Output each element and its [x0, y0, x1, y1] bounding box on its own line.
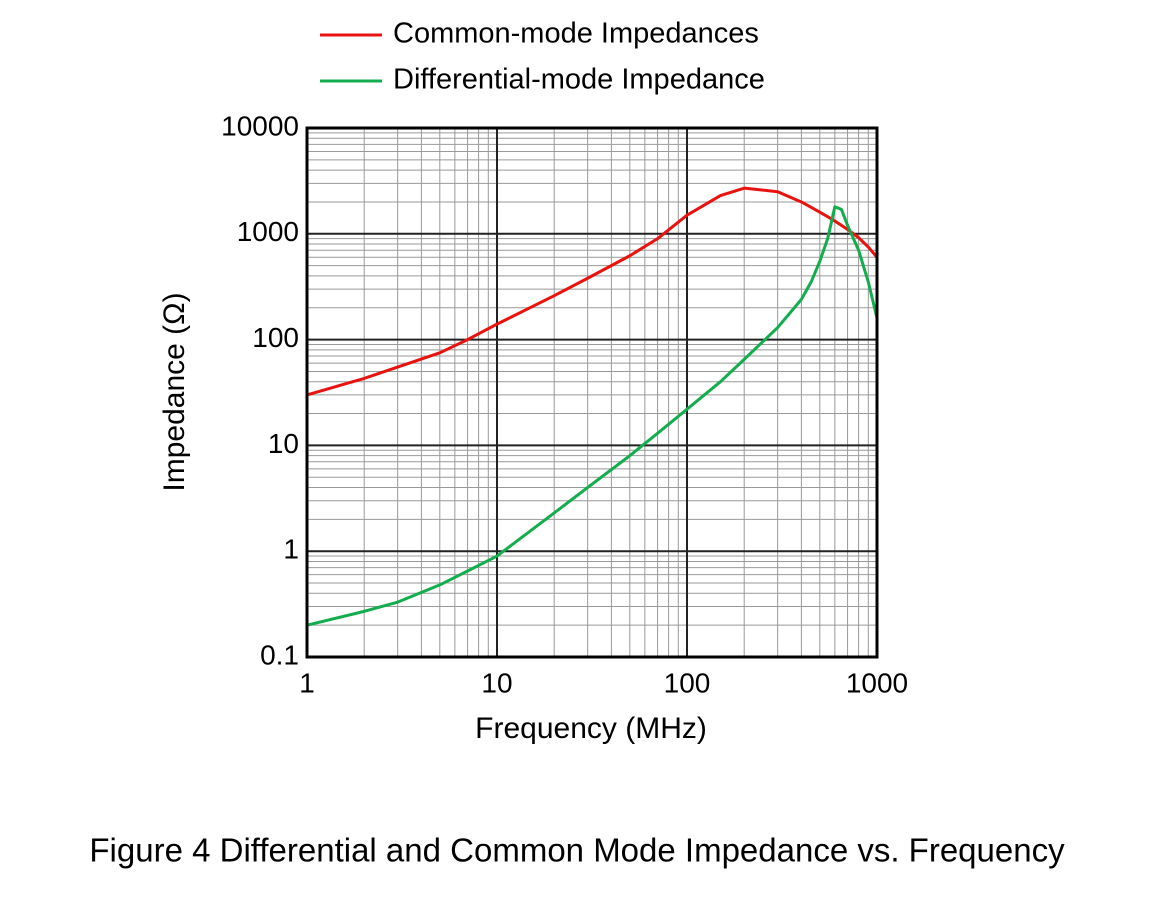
x-tick-label: 10	[481, 667, 512, 698]
data-line	[306, 186, 879, 397]
y-tick-label: 1	[283, 534, 299, 565]
y-tick-label: 10	[268, 428, 299, 459]
y-tick-label: 100	[252, 322, 299, 353]
y-tick-label: 10000	[221, 110, 299, 141]
legend-label: Differential-mode Impedance	[393, 64, 765, 96]
plot-frame	[305, 126, 879, 659]
caption: Figure 4 Differential and Common Mode Im…	[89, 832, 1065, 869]
grid	[306, 127, 878, 658]
y-tick-label: 1000	[237, 216, 299, 247]
y-axis-label: Impedance (Ω)	[158, 292, 191, 491]
x-axis-label: Frequency (MHz)	[475, 712, 707, 745]
x-tick-label: 100	[664, 667, 711, 698]
lines	[306, 186, 879, 627]
data-line	[306, 205, 879, 627]
x-tick-label: 1000	[846, 667, 908, 698]
x-tick-label: 1	[299, 667, 315, 698]
legend-label: Common-mode Impedances	[393, 18, 759, 50]
y-tick-label: 0.1	[260, 639, 299, 670]
